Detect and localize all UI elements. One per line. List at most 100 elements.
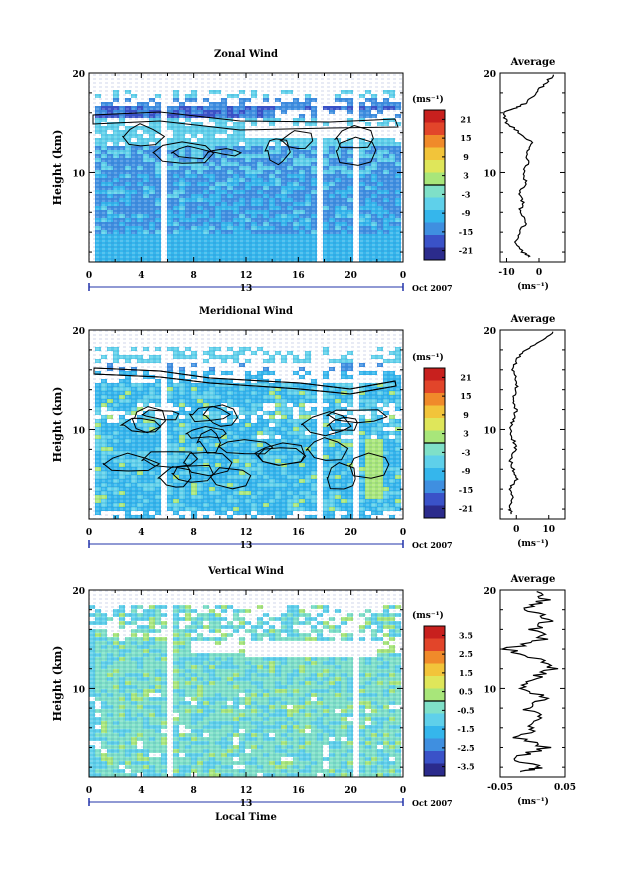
zero-contour bbox=[206, 148, 243, 157]
colorbar-swatch bbox=[424, 368, 445, 381]
colorbar-swatch bbox=[424, 380, 445, 394]
zero-contour bbox=[202, 404, 239, 427]
colorbar-tick-label: 21 bbox=[460, 114, 471, 124]
colorbar-tick-label: 3 bbox=[463, 429, 469, 439]
jet-contour bbox=[92, 111, 399, 131]
profile-line bbox=[507, 331, 554, 515]
heatmap-3 bbox=[89, 590, 403, 777]
zero-contour bbox=[305, 437, 349, 461]
panel-title: Meridional Wind bbox=[199, 306, 293, 317]
colorbar-swatch bbox=[424, 122, 445, 136]
zero-contour bbox=[157, 466, 192, 488]
zero-contour bbox=[131, 406, 166, 434]
zero-contour bbox=[333, 124, 374, 149]
zero-contour bbox=[171, 464, 214, 483]
profile-y-tick-label: 20 bbox=[483, 327, 496, 337]
zero-contour bbox=[188, 405, 232, 423]
profile-line bbox=[502, 74, 555, 258]
profile-title: Average bbox=[510, 314, 556, 325]
colorbar-tick-label: -15 bbox=[459, 227, 473, 237]
colorbar-tick-label: 15 bbox=[460, 133, 471, 143]
colorbar-tick-label: 9 bbox=[463, 152, 469, 162]
profile-x-tick-label: 0 bbox=[513, 525, 519, 535]
colorbar-swatch bbox=[424, 172, 445, 186]
zero-contour bbox=[196, 428, 221, 454]
colorbar-swatch bbox=[424, 197, 445, 211]
zero-contour bbox=[217, 439, 274, 455]
heatmap-ticks bbox=[88, 329, 404, 519]
zero-contour bbox=[335, 136, 377, 166]
time-bar-ends bbox=[88, 540, 404, 548]
heatmap-texture bbox=[89, 73, 403, 262]
colorbar-swatch bbox=[424, 135, 445, 148]
date-label: 13 bbox=[240, 284, 253, 294]
profile-x-label: (ms⁻¹) bbox=[517, 538, 549, 549]
profile-2: Average 10 20 0 10 (ms⁻¹) bbox=[483, 314, 566, 549]
colorbar-tick-label: -3 bbox=[462, 447, 471, 457]
profile-x-label: (ms⁻¹) bbox=[517, 281, 549, 292]
profile-x-tick-label: 10 bbox=[542, 525, 555, 535]
colorbar-tick-label: 21 bbox=[460, 372, 471, 382]
colorbar-swatch bbox=[424, 455, 445, 469]
colorbar-tick-label: 3 bbox=[463, 171, 469, 181]
profile-title: Average bbox=[510, 57, 556, 68]
month-label: Oct 2007 bbox=[412, 283, 453, 293]
colorbar-swatch bbox=[424, 480, 445, 494]
zero-contour bbox=[170, 145, 210, 160]
colorbar-swatch bbox=[424, 418, 445, 431]
colorbar-tick-label: 15 bbox=[460, 391, 471, 401]
zero-contour bbox=[300, 411, 352, 437]
profile-frame bbox=[499, 72, 566, 263]
colorbar-swatch bbox=[424, 468, 445, 481]
time-bar-ends bbox=[88, 283, 404, 291]
y-tick-label: 20 bbox=[72, 327, 85, 337]
colorbar-swatch bbox=[424, 493, 445, 506]
x-tick-label: 4 bbox=[138, 271, 144, 281]
colorbar-swatch bbox=[424, 110, 445, 123]
x-tick-label: 16 bbox=[292, 528, 305, 538]
profile-y-tick-label: 10 bbox=[483, 169, 496, 179]
colorbar-unit: (ms⁻¹) bbox=[412, 352, 444, 363]
x-tick-label: 8 bbox=[191, 271, 197, 281]
date-label: 13 bbox=[240, 541, 253, 551]
panel-title: Zonal Wind bbox=[214, 49, 278, 60]
colorbar-tick-label: -15 bbox=[459, 485, 473, 495]
profile-x-tick-label: -10 bbox=[498, 268, 514, 278]
y-tick-label: 10 bbox=[72, 426, 85, 436]
colorbar-tick-label: 9 bbox=[463, 410, 469, 420]
x-tick-label: 20 bbox=[344, 528, 357, 538]
colorbar-swatch bbox=[424, 222, 445, 236]
colorbar-swatch bbox=[424, 160, 445, 173]
zero-contours-1 bbox=[92, 111, 399, 166]
heatmap-texture bbox=[89, 330, 403, 519]
colorbar-tick-label: -21 bbox=[459, 246, 473, 256]
y-axis-label: Height (km) bbox=[51, 387, 64, 463]
zero-contour bbox=[119, 417, 162, 433]
zero-contour bbox=[185, 425, 227, 439]
zero-contour bbox=[279, 130, 314, 150]
y-axis-label: Height (km) bbox=[51, 130, 64, 206]
profile-y-tick-label: 20 bbox=[483, 70, 496, 80]
zero-contour bbox=[209, 467, 252, 490]
colorbar-unit: (ms⁻¹) bbox=[412, 94, 444, 105]
profile-frame bbox=[499, 329, 566, 520]
colorbar-swatch bbox=[424, 430, 445, 444]
zero-contour bbox=[254, 442, 306, 466]
profile-y-tick-label: 10 bbox=[483, 426, 496, 436]
zero-contour bbox=[326, 416, 358, 431]
colorbar-swatch bbox=[424, 405, 445, 419]
heatmap-2 bbox=[89, 330, 403, 519]
colorbar-swatch bbox=[424, 505, 445, 519]
x-tick-label: 12 bbox=[240, 271, 253, 281]
colorbar-swatch bbox=[424, 443, 445, 456]
zero-contour bbox=[141, 409, 180, 421]
heatmap-1 bbox=[89, 73, 403, 262]
zero-contour bbox=[102, 452, 161, 472]
heatmap-ticks bbox=[88, 72, 404, 262]
x-tick-label: 0 bbox=[86, 271, 92, 281]
